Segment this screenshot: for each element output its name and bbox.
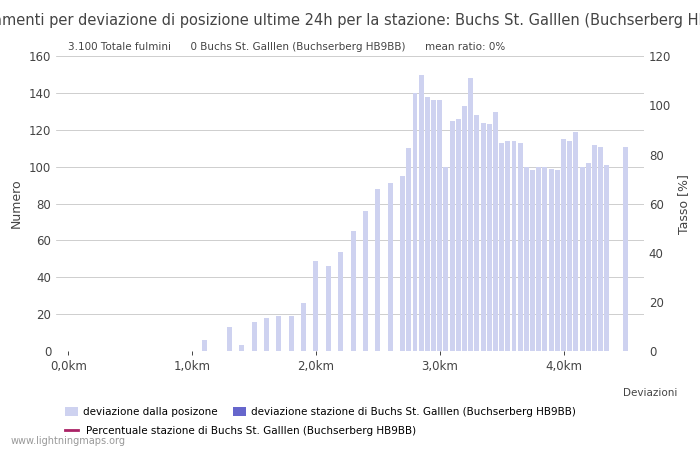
Legend: Percentuale stazione di Buchs St. Galllen (Buchserberg HB9BB): Percentuale stazione di Buchs St. Gallle… [61, 422, 421, 440]
Bar [314, 261, 318, 351]
Bar [462, 106, 467, 351]
Bar [567, 141, 572, 351]
Bar [499, 143, 504, 351]
Text: Deviazioni: Deviazioni [623, 388, 678, 398]
Bar [264, 318, 269, 351]
Bar [481, 122, 486, 351]
Bar [580, 167, 584, 351]
Bar [288, 316, 294, 351]
Bar [561, 139, 566, 351]
Bar [604, 165, 609, 351]
Bar [202, 340, 207, 351]
Bar [536, 167, 541, 351]
Bar [251, 321, 256, 351]
Bar [326, 266, 331, 351]
Text: 3.100 Totale fulmini      0 Buchs St. Galllen (Buchserberg HB9BB)      mean rati: 3.100 Totale fulmini 0 Buchs St. Galllen… [68, 42, 505, 52]
Y-axis label: Numero: Numero [10, 179, 23, 229]
Bar [592, 145, 597, 351]
Bar [388, 183, 393, 351]
Bar [505, 141, 510, 351]
Bar [438, 100, 442, 351]
Bar [475, 115, 480, 351]
Bar [425, 97, 430, 351]
Bar [518, 143, 523, 351]
Bar [338, 252, 343, 351]
Bar [524, 167, 529, 351]
Bar [412, 93, 417, 351]
Bar [449, 121, 454, 351]
Bar [400, 176, 405, 351]
Bar [406, 148, 412, 351]
Bar [468, 78, 473, 351]
Bar [301, 303, 306, 351]
Y-axis label: Tasso [%]: Tasso [%] [677, 174, 690, 234]
Bar [456, 119, 461, 351]
Bar [586, 163, 591, 351]
Bar [598, 147, 603, 351]
Bar [486, 124, 491, 351]
Bar [276, 316, 281, 351]
Bar [573, 132, 578, 351]
Bar [239, 346, 244, 351]
Bar [493, 112, 498, 351]
Bar [431, 100, 436, 351]
Bar [542, 167, 547, 351]
Bar [530, 171, 535, 351]
Bar [351, 231, 356, 351]
Bar [419, 75, 423, 351]
Text: www.lightningmaps.org: www.lightningmaps.org [10, 436, 125, 446]
Bar [623, 147, 628, 351]
Bar [227, 327, 232, 351]
Bar [363, 211, 368, 351]
Bar [444, 167, 449, 351]
Bar [512, 141, 517, 351]
Bar [375, 189, 380, 351]
Bar [555, 171, 560, 351]
Bar [549, 169, 554, 351]
Text: Rilevamenti per deviazione di posizione ultime 24h per la stazione: Buchs St. Ga: Rilevamenti per deviazione di posizione … [0, 13, 700, 27]
